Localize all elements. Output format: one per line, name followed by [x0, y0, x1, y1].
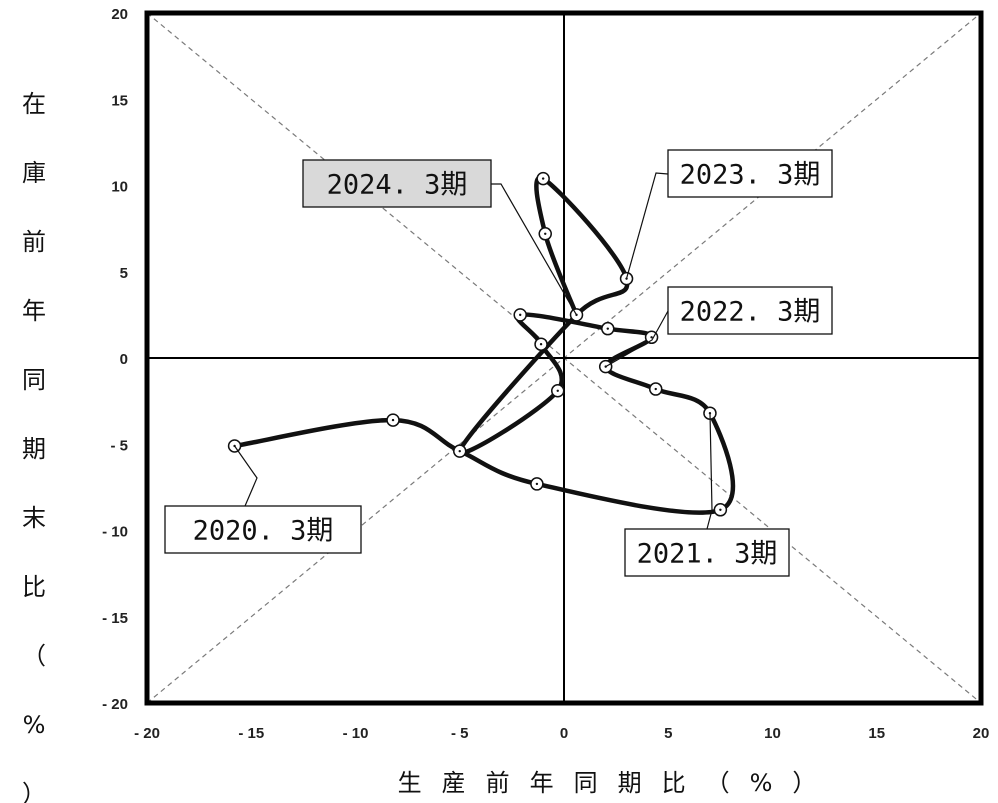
x-tick-label: 5 — [664, 725, 672, 742]
callouts-layer: 2020. 3期 2021. 3期 2022. 3期 2023. 3期 2024. 3期 — [164, 149, 833, 577]
callout-label: 2024. 3期 — [327, 170, 468, 201]
data-point-center — [391, 418, 395, 422]
y-axis-title-char: 比 — [22, 573, 46, 601]
x-axis-title: 生産前年同期比（%） — [398, 769, 837, 797]
data-point-center — [519, 313, 522, 317]
axis-titles: 生産前年同期比（%） 在庫前年同期末比 （% ） — [22, 90, 837, 803]
y-tick-label: 15 — [111, 92, 128, 109]
x-tick-label: 10 — [764, 725, 781, 742]
callout-leader — [605, 310, 669, 368]
y-axis-title-char: 庫 — [22, 159, 46, 187]
y-axis-title-char: 年 — [22, 297, 46, 325]
data-point-center — [556, 389, 559, 392]
series-line — [232, 175, 736, 515]
y-axis-title-char: % — [23, 711, 46, 739]
callout-label: 2023. 3期 — [680, 160, 821, 191]
y-tick-label: 5 — [120, 265, 128, 282]
x-tick-label: 0 — [560, 725, 568, 742]
data-point-center — [541, 177, 545, 180]
y-axis-title-char: 同 — [22, 366, 46, 394]
callout-leader — [625, 172, 669, 279]
y-tick-label: - 15 — [102, 610, 128, 627]
callout-leader — [234, 445, 258, 507]
callout-leader — [491, 183, 578, 316]
callout-box — [667, 149, 833, 198]
y-tick-label: - 20 — [102, 696, 128, 713]
x-tick-labels: - 20 - 15 - 10 - 5 0 5 10 15 20 — [134, 725, 989, 742]
data-point-center — [535, 482, 539, 486]
y-tick-label: 10 — [111, 179, 128, 196]
data-point-center — [539, 343, 543, 346]
callout-box — [164, 505, 362, 554]
plot-frame — [144, 10, 984, 706]
data-point-center — [544, 232, 547, 235]
x-tick-label: 15 — [868, 725, 885, 742]
y-axis-title-char: ） — [22, 780, 46, 803]
callout-box — [667, 286, 833, 335]
callout-box — [624, 528, 790, 577]
x-tick-label: - 20 — [134, 725, 160, 742]
x-tick-label: 20 — [973, 725, 990, 742]
y-tick-labels: 20 15 10 5 0 - 5 - 10 - 15 - 20 — [102, 6, 128, 713]
y-axis-title-char: 末 — [22, 504, 46, 532]
y-tick-label: 0 — [120, 351, 128, 368]
data-point-center — [650, 336, 653, 339]
y-axis-title: 在庫前年同期末比 （% ） — [22, 90, 46, 803]
data-point-center — [654, 387, 657, 391]
data-point-center — [719, 508, 722, 511]
zero-axis-lines — [147, 13, 981, 703]
y-tick-label: - 10 — [102, 524, 128, 541]
callout-label: 2020. 3期 — [193, 516, 334, 547]
y-axis-title-char: 期 — [22, 435, 46, 463]
y-axis-title-char: 在 — [22, 90, 46, 118]
x-tick-label: - 5 — [451, 725, 469, 742]
data-point-center — [458, 449, 461, 453]
x-tick-label: - 15 — [238, 725, 264, 742]
callout-label: 2022. 3期 — [680, 297, 821, 328]
y-axis-title-char: 前 — [22, 228, 46, 256]
data-point-center — [606, 327, 609, 330]
points-layer — [227, 171, 728, 517]
y-tick-label: 20 — [111, 6, 128, 23]
x-tick-label: - 10 — [343, 725, 369, 742]
callout-box — [302, 159, 492, 208]
y-tick-label: - 5 — [110, 437, 128, 454]
callout-label: 2021. 3期 — [637, 539, 778, 570]
y-axis-title-char: （ — [22, 642, 46, 670]
callout-leader — [706, 413, 713, 530]
series-layer — [232, 175, 736, 515]
